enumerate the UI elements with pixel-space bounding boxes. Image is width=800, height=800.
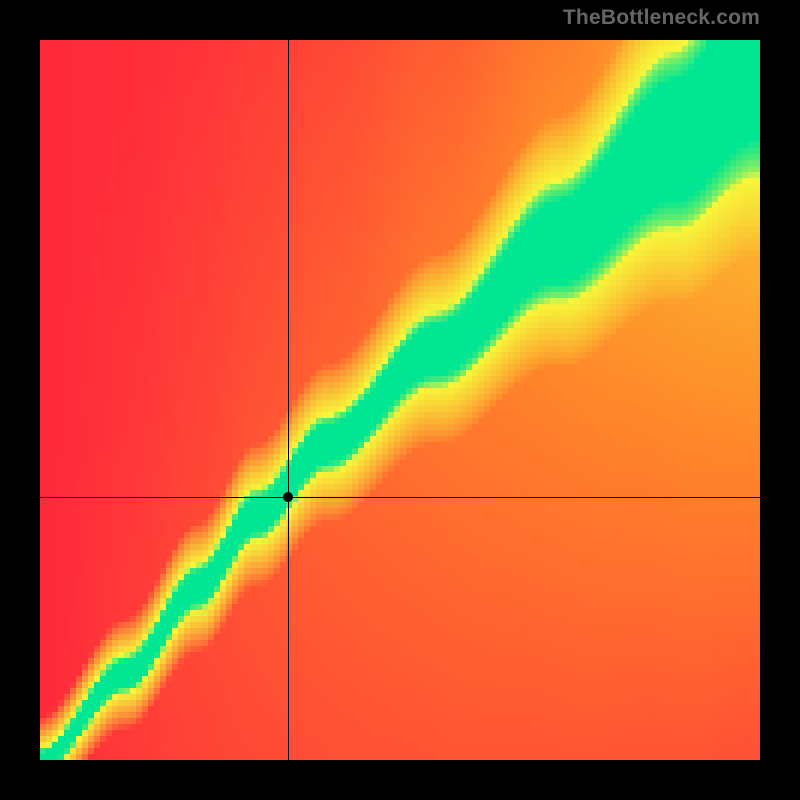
heatmap-plot (40, 40, 760, 760)
chart-frame: TheBottleneck.com (0, 0, 800, 800)
heatmap-canvas (40, 40, 760, 760)
crosshair-vertical (288, 40, 289, 760)
watermark-text: TheBottleneck.com (563, 6, 760, 30)
crosshair-horizontal (40, 497, 760, 498)
